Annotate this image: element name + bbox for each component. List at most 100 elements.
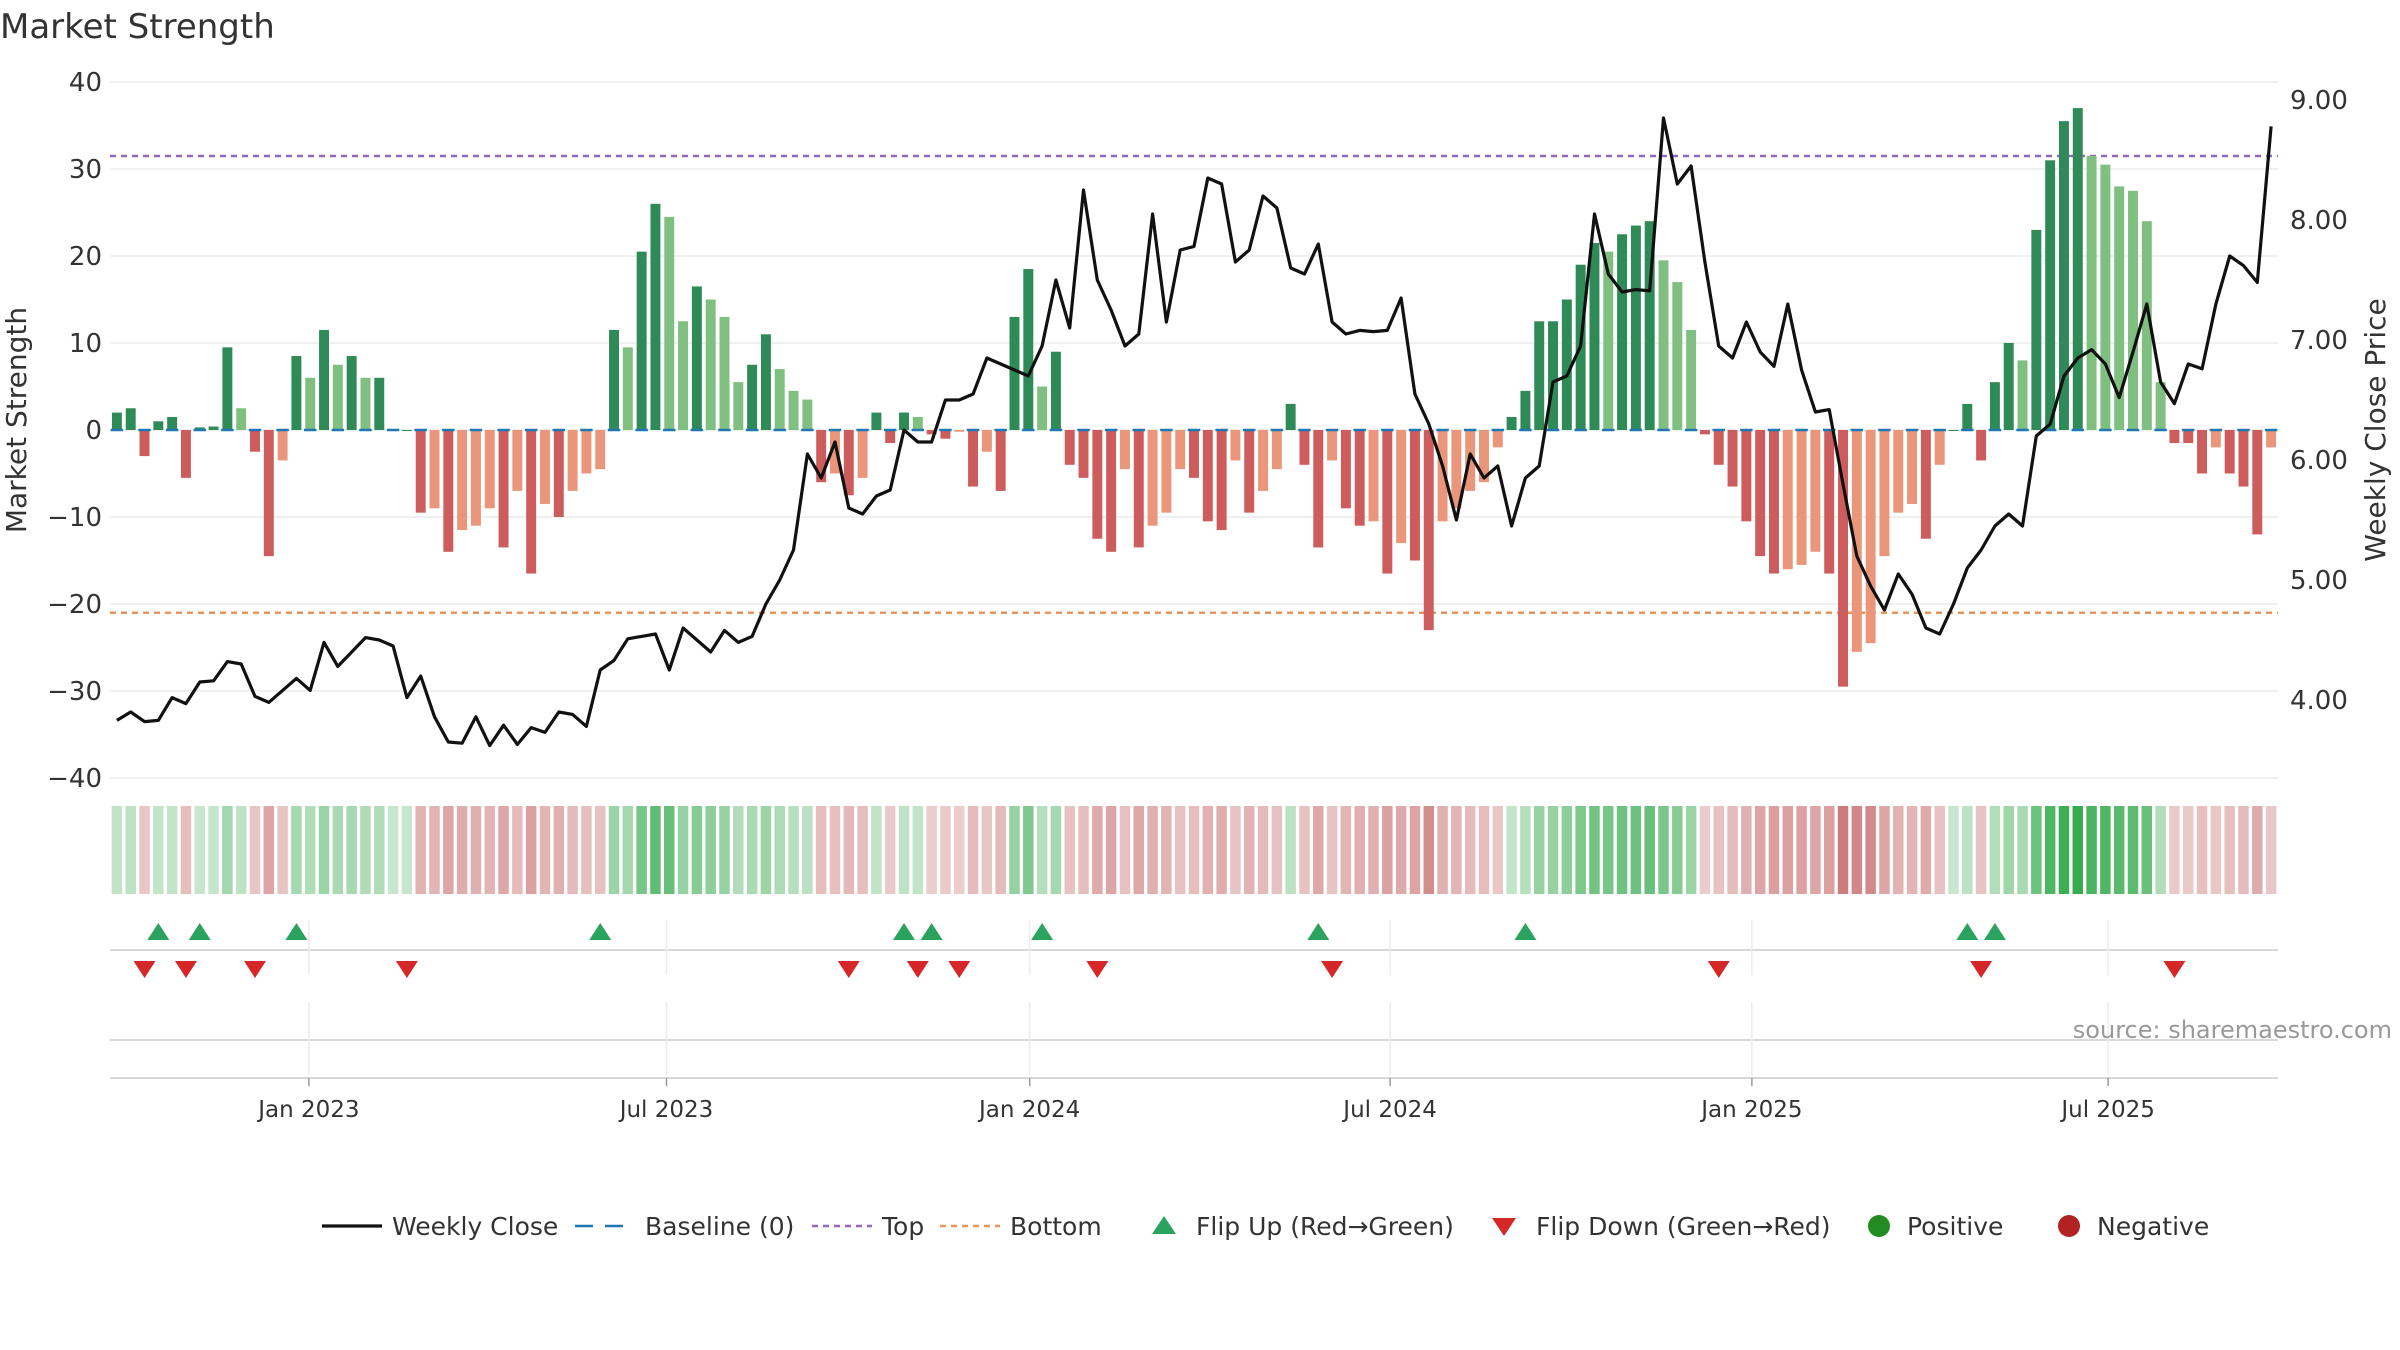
strength-bar-63 (981, 430, 992, 452)
heat-cell-3 (153, 806, 164, 894)
strength-bar-147 (2141, 221, 2152, 430)
heat-cell-142 (2072, 806, 2084, 894)
heat-cell-8 (222, 806, 233, 894)
chart-title: Market Strength (0, 7, 275, 47)
left-tick-label: −20 (47, 590, 102, 620)
flip-markers (110, 920, 2278, 1075)
strength-bar-17 (346, 356, 357, 430)
heat-cell-49 (788, 806, 799, 894)
heat-cell-154 (2238, 806, 2249, 894)
strength-bar-90 (1354, 430, 1365, 526)
strength-bars (110, 108, 2278, 687)
strength-bar-99 (1479, 430, 1489, 483)
strength-bar-140 (2045, 160, 2056, 431)
heat-cell-109 (1616, 806, 1628, 894)
heat-cell-18 (360, 806, 371, 894)
heat-cell-37 (622, 806, 634, 894)
strength-bar-121 (1782, 430, 1793, 570)
strength-bar-145 (2114, 186, 2125, 430)
strength-bar-30 (526, 430, 537, 574)
strength-bar-51 (816, 430, 827, 483)
strength-bar-48 (774, 369, 785, 430)
heat-cell-93 (1395, 806, 1407, 894)
heat-cell-75 (1147, 806, 1158, 894)
y-axis-label-left: Market Strength (0, 307, 33, 533)
heat-cell-143 (2086, 806, 2097, 894)
x-tick-label: Jul 2023 (618, 1097, 714, 1123)
left-tick-label: −10 (47, 503, 102, 533)
heat-cell-31 (539, 806, 551, 894)
strength-bar-33 (567, 430, 578, 491)
heat-cell-25 (456, 806, 468, 894)
strength-bar-16 (332, 364, 343, 430)
legend: Weekly Close Baseline (0) Top Bottom Flip Up… (322, 1212, 2209, 1241)
strength-bar-87 (1313, 430, 1324, 548)
heat-cell-40 (664, 806, 675, 894)
strength-bar-72 (1106, 430, 1117, 552)
heat-cell-138 (2017, 806, 2028, 894)
strength-bar-93 (1396, 430, 1407, 544)
heat-cell-42 (691, 806, 703, 894)
heat-cell-153 (2224, 806, 2235, 894)
strength-bar-7 (208, 426, 219, 430)
strength-bar-144 (2100, 164, 2111, 430)
strength-bar-19 (374, 377, 385, 430)
heat-cell-146 (2127, 806, 2139, 894)
heat-cell-112 (1658, 806, 1669, 894)
left-tick-label: 20 (69, 242, 102, 272)
flip-down-marker-6 (948, 961, 971, 978)
strength-bar-89 (1340, 430, 1351, 509)
heat-cell-114 (1685, 806, 1697, 894)
heat-cell-125 (1837, 806, 1849, 894)
heat-cell-14 (304, 806, 316, 894)
strength-bar-95 (1423, 430, 1434, 631)
heat-cell-69 (1064, 806, 1075, 894)
heat-cell-28 (498, 806, 509, 894)
strength-bar-124 (1824, 430, 1835, 574)
strength-bar-4 (167, 416, 178, 430)
strength-bar-15 (319, 329, 330, 430)
strength-bar-148 (2155, 382, 2166, 430)
heat-cell-90 (1354, 806, 1365, 894)
heat-cell-120 (1768, 806, 1780, 894)
strength-bar-94 (1409, 430, 1420, 561)
heat-cell-84 (1271, 806, 1283, 894)
strength-bar-76 (1161, 430, 1172, 513)
strength-bar-149 (2169, 430, 2180, 444)
strength-bar-69 (1064, 430, 1075, 465)
flip-up-marker-5 (920, 923, 943, 940)
heat-cell-87 (1313, 806, 1324, 894)
legend-label: Weekly Close (392, 1212, 558, 1241)
strength-bar-135 (1976, 430, 1987, 461)
strength-bar-115 (1699, 430, 1710, 435)
heat-cell-103 (1533, 806, 1545, 894)
strength-bar-92 (1382, 430, 1393, 574)
heat-strip (111, 806, 2277, 894)
flip-down-marker-2 (243, 961, 266, 978)
heat-cell-57 (898, 806, 910, 894)
strength-bar-142 (2072, 108, 2083, 430)
heat-cell-115 (1699, 806, 1711, 894)
legend-item-2: Top (812, 1212, 924, 1241)
strength-bar-55 (871, 412, 882, 430)
strength-bar-130 (1907, 430, 1918, 504)
heat-cell-44 (719, 806, 730, 894)
heat-cell-19 (374, 806, 385, 894)
strength-bar-35 (595, 430, 606, 470)
heat-cell-71 (1092, 806, 1103, 894)
heat-cell-101 (1506, 806, 1517, 894)
heat-cell-39 (650, 806, 661, 894)
heat-cell-60 (940, 806, 951, 894)
strength-bar-108 (1603, 251, 1614, 430)
strength-bar-129 (1893, 430, 1904, 513)
strength-bar-1 (125, 408, 136, 430)
heat-cell-132 (1934, 806, 1945, 894)
strength-bar-154 (2238, 430, 2249, 487)
heat-cell-95 (1423, 806, 1434, 894)
heat-cell-156 (2265, 806, 2277, 894)
strength-bar-65 (1009, 316, 1020, 430)
left-tick-label: 10 (69, 329, 102, 359)
legend-label: Positive (1907, 1212, 2003, 1241)
strength-bar-71 (1092, 430, 1103, 539)
heat-cell-12 (277, 806, 288, 894)
